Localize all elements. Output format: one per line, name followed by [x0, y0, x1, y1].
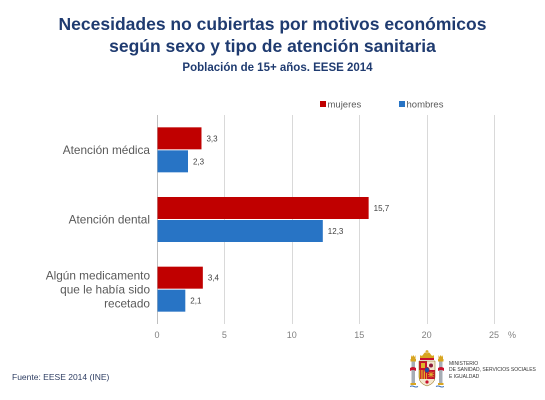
- category-label: Atención médica: [63, 143, 151, 157]
- data-label-mujeres: 15,7: [374, 204, 390, 213]
- x-tick-label: 10: [287, 330, 297, 340]
- shield-outline: [418, 360, 436, 387]
- value-axis: 0 5 10 15 20 25%: [154, 330, 516, 340]
- data-label-hombres: 2,3: [193, 157, 205, 166]
- data-label-hombres: 2,1: [190, 297, 202, 306]
- pillar-right: [438, 355, 444, 385]
- x-tick-label: 20: [422, 330, 432, 340]
- chart-subtitle: Población de 15+ años. EESE 2014: [182, 62, 373, 74]
- ministry-logo: MINISTERIO DE SANIDAD, SERVICIOS SOCIALE…: [410, 350, 540, 388]
- category-label-line: Algún medicamento: [46, 268, 151, 282]
- x-tick-label: 15: [354, 330, 364, 340]
- bar-hombres: [157, 289, 186, 312]
- bar-mujeres: [157, 266, 203, 289]
- ministry-name: MINISTERIO DE SANIDAD, SERVICIOS SOCIALE…: [449, 361, 536, 380]
- chart-title: Necesidades no cubiertas por motivos eco…: [58, 14, 487, 56]
- x-tick-label: 25: [489, 330, 499, 340]
- gridlines: [157, 115, 495, 324]
- pillar-left: [410, 355, 416, 385]
- ministry-line: DE SANIDAD, SERVICIOS SOCIALES: [449, 367, 536, 374]
- ministry-line: MINISTERIO: [449, 361, 479, 367]
- shield-shape: [419, 361, 435, 386]
- crown-shape: [420, 350, 434, 360]
- legend-label-mujeres: mujeres: [328, 100, 362, 111]
- data-label-mujeres: 3,3: [206, 134, 218, 143]
- category-axis: Atención médica Atención dental Algún medi…: [46, 143, 151, 310]
- x-axis-unit-label: %: [508, 330, 516, 340]
- legend-label-hombres: hombres: [407, 100, 444, 111]
- category-label-line: recetado: [104, 296, 150, 310]
- waves-shape: [410, 385, 444, 388]
- coat-of-arms-icon: [410, 350, 444, 388]
- bar-hombres: [157, 150, 189, 173]
- category-label-line: que le había sido: [60, 282, 150, 296]
- bars: [157, 127, 369, 312]
- bar-hombres: [157, 220, 323, 242]
- category-label-line: Atención dental: [69, 213, 150, 227]
- data-label-mujeres: 3,4: [208, 274, 220, 283]
- x-tick-label: 5: [222, 330, 227, 340]
- category-label: Algún medicamento que le había sido receta…: [46, 268, 151, 310]
- bar-mujeres: [157, 127, 202, 150]
- category-label-line: Atención médica: [63, 143, 151, 157]
- data-label-hombres: 12,3: [328, 227, 344, 236]
- legend-swatch-hombres: [399, 101, 405, 107]
- bar-mujeres: [157, 197, 369, 219]
- legend-swatch-mujeres: [320, 101, 326, 107]
- ministry-line: E IGUALDAD: [449, 373, 480, 380]
- x-tick-label: 0: [154, 330, 159, 340]
- legend: mujeres hombres: [320, 100, 444, 111]
- source-note: Fuente: EESE 2014 (INE): [12, 372, 110, 382]
- category-label: Atención dental: [69, 213, 150, 227]
- data-labels: 3,3 2,3 15,7 12,3 3,4 2,1: [190, 134, 389, 305]
